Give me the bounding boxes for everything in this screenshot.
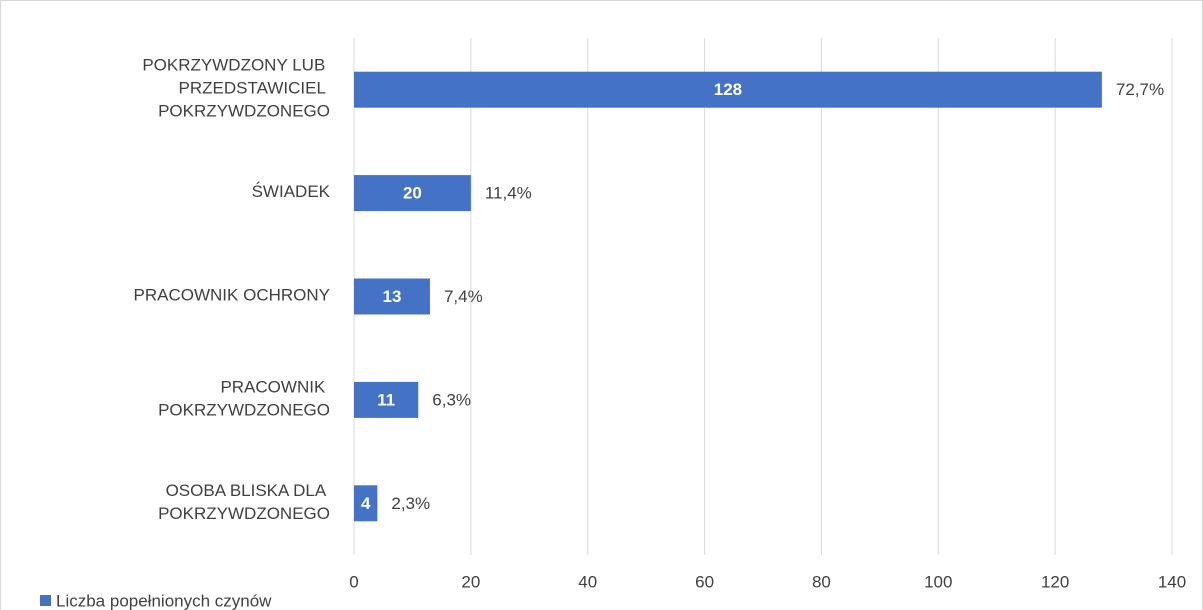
- percent-label: 7,4%: [444, 287, 483, 306]
- legend-label: Liczba popełnionych czynów: [56, 591, 272, 610]
- bar-value-label: 11: [377, 390, 395, 409]
- category-label-line: PRACOWNIK: [220, 378, 330, 397]
- x-tick-label: 20: [461, 572, 480, 591]
- x-tick-label: 40: [578, 572, 597, 591]
- x-tick-label: 60: [695, 572, 714, 591]
- bar-value-label: 13: [383, 287, 402, 306]
- bar-value-label: 20: [403, 184, 422, 203]
- bar-value-label: 128: [714, 80, 742, 99]
- bar: [354, 175, 471, 212]
- category-label-line: ŚWIADEK: [252, 183, 331, 202]
- category-label-line: POKRZYWDZONEGO: [158, 401, 330, 420]
- legend-swatch: [40, 595, 51, 606]
- category-label-line: POKRZYWDZONEGO: [158, 102, 330, 121]
- bar: [354, 381, 419, 418]
- category-label-line: PRZEDSTAWICIEL: [179, 79, 330, 98]
- category-label: ŚWIADEK: [252, 183, 331, 202]
- category-label-line: OSOBA BLISKA DLA: [166, 481, 330, 500]
- category-label: OSOBA BLISKA DLA POKRZYWDZONEGO: [158, 481, 330, 523]
- category-label-line: POKRZYWDZONY LUB: [142, 56, 330, 75]
- bar: [354, 278, 430, 315]
- x-tick-label: 0: [349, 572, 358, 591]
- x-tick-label: 80: [812, 572, 831, 591]
- percent-label: 72,7%: [1116, 80, 1164, 99]
- category-label-line: POKRZYWDZONEGO: [158, 504, 330, 523]
- percent-label: 11,4%: [485, 184, 532, 203]
- bar: [354, 485, 378, 522]
- percent-label: 6,3%: [432, 390, 471, 409]
- category-label-line: PRACOWNIK OCHRONY: [134, 286, 330, 305]
- bar: [354, 71, 1102, 108]
- category-label: PRACOWNIK OCHRONY: [134, 286, 330, 305]
- category-label: PRACOWNIK POKRZYWDZONEGO: [158, 378, 330, 420]
- x-tick-label: 140: [1158, 572, 1186, 591]
- bar-value-label: 4: [361, 494, 371, 513]
- x-tick-label: 120: [1041, 572, 1069, 591]
- percent-label: 2,3%: [391, 494, 430, 513]
- x-tick-label: 100: [924, 572, 952, 591]
- category-label: POKRZYWDZONY LUB PRZEDSTAWICIEL POKRZYWD…: [142, 56, 330, 121]
